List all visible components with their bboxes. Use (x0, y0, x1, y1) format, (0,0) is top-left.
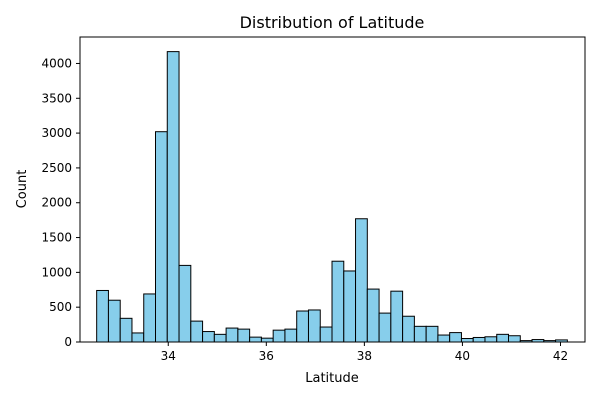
histogram-bar (155, 131, 168, 343)
y-tick-label: 2000 (41, 196, 72, 210)
histogram-bar (225, 327, 239, 343)
y-tick-label: 1500 (41, 231, 72, 245)
histogram-bar (284, 328, 298, 343)
histogram-bar (119, 317, 133, 343)
histogram-bar (331, 260, 345, 343)
y-axis-label: Count (15, 170, 30, 209)
y-tick-label: 2500 (41, 161, 72, 175)
histogram-bar (202, 331, 215, 343)
y-tick-label: 3000 (41, 126, 72, 140)
histogram-bar (107, 299, 121, 343)
y-tick-label: 3500 (41, 91, 72, 105)
x-tick-label: 42 (553, 349, 568, 363)
y-tick-label: 500 (49, 300, 72, 314)
x-axis-label: Latitude (305, 371, 359, 386)
histogram-bar (413, 325, 427, 343)
histogram-bar (366, 288, 380, 343)
x-axis-ticks: 34 36 38 40 42 (161, 342, 568, 363)
histogram-bar (484, 336, 498, 343)
histogram-bar (190, 320, 204, 343)
histogram-bar (425, 325, 439, 343)
histogram-bar (496, 333, 510, 343)
histogram-bar (355, 218, 368, 343)
x-tick-label: 34 (161, 349, 176, 363)
x-tick-label: 40 (455, 349, 470, 363)
x-tick-label: 38 (357, 349, 372, 363)
y-tick-label: 4000 (41, 56, 72, 70)
y-tick-label: 0 (64, 335, 72, 349)
histogram-bar (166, 51, 180, 343)
histogram-bar (343, 270, 357, 343)
histogram-bar (96, 289, 109, 343)
histogram-bar (213, 333, 227, 343)
y-axis-ticks: 0 500 1000 1500 2000 2500 3000 3500 4000 (41, 56, 80, 349)
histogram-bar (237, 328, 251, 343)
y-tick-label: 1000 (41, 265, 72, 279)
histogram-bar (143, 293, 157, 343)
histogram-bar (449, 332, 462, 343)
histogram-bar (249, 336, 262, 343)
histogram-bar (390, 290, 404, 343)
histogram-bar (260, 337, 274, 343)
histogram-bar (296, 310, 309, 343)
histogram-bar (307, 309, 321, 343)
histogram-bar (437, 334, 451, 343)
plot-frame (79, 36, 586, 343)
histogram-bar (319, 326, 333, 343)
histogram-bar (378, 312, 392, 343)
histogram-bar (272, 329, 286, 343)
histogram-bar (178, 264, 192, 343)
histogram-bar (460, 338, 474, 343)
chart-title: Distribution of Latitude (240, 13, 425, 32)
x-tick-label: 36 (259, 349, 274, 363)
histogram-bar (402, 315, 415, 343)
histogram-bar (131, 332, 145, 343)
histogram-bar (472, 336, 486, 343)
histogram-bar (508, 335, 521, 343)
